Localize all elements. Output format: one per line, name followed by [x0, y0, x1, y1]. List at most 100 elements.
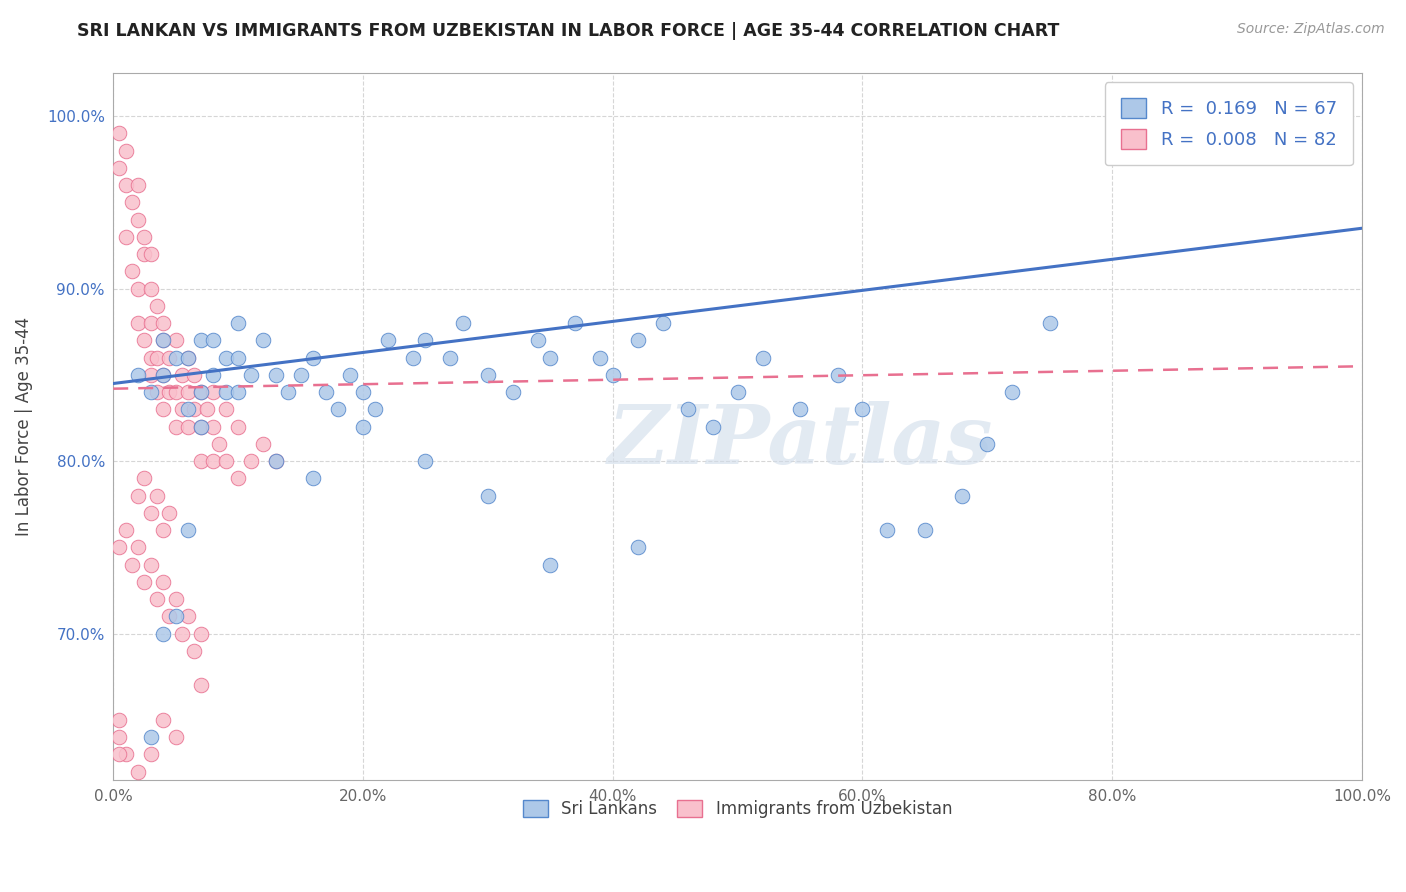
- Point: [165, 419, 187, 434]
- Point: [202, 334, 225, 348]
- Point: [170, 368, 193, 382]
- Point: [114, 747, 136, 762]
- Point: [226, 316, 249, 330]
- Point: [152, 402, 174, 417]
- Point: [226, 385, 249, 400]
- Point: [134, 230, 156, 244]
- Point: [108, 161, 131, 175]
- Point: [152, 368, 174, 382]
- Point: [146, 299, 169, 313]
- Point: [108, 541, 131, 555]
- Point: [477, 489, 499, 503]
- Point: [264, 454, 287, 468]
- Point: [177, 419, 200, 434]
- Point: [226, 351, 249, 365]
- Point: [627, 541, 650, 555]
- Point: [190, 678, 212, 692]
- Point: [202, 419, 225, 434]
- Point: [226, 471, 249, 485]
- Point: [170, 626, 193, 640]
- Point: [789, 402, 811, 417]
- Point: [302, 471, 325, 485]
- Y-axis label: In Labor Force | Age 35-44: In Labor Force | Age 35-44: [15, 317, 32, 536]
- Point: [651, 316, 673, 330]
- Text: Source: ZipAtlas.com: Source: ZipAtlas.com: [1237, 22, 1385, 37]
- Point: [226, 419, 249, 434]
- Point: [751, 351, 773, 365]
- Point: [165, 609, 187, 624]
- Point: [202, 368, 225, 382]
- Point: [202, 454, 225, 468]
- Point: [1039, 316, 1062, 330]
- Point: [851, 402, 873, 417]
- Point: [190, 454, 212, 468]
- Point: [127, 764, 149, 779]
- Point: [214, 351, 236, 365]
- Point: [146, 385, 169, 400]
- Point: [139, 368, 162, 382]
- Point: [152, 523, 174, 537]
- Point: [152, 368, 174, 382]
- Point: [157, 506, 180, 520]
- Point: [152, 713, 174, 727]
- Point: [177, 609, 200, 624]
- Point: [170, 402, 193, 417]
- Point: [121, 558, 143, 572]
- Point: [134, 247, 156, 261]
- Point: [190, 385, 212, 400]
- Point: [165, 385, 187, 400]
- Text: ZIPatlas: ZIPatlas: [607, 401, 993, 481]
- Point: [108, 713, 131, 727]
- Point: [127, 282, 149, 296]
- Point: [727, 385, 749, 400]
- Point: [264, 454, 287, 468]
- Point: [627, 334, 650, 348]
- Point: [177, 351, 200, 365]
- Legend: Sri Lankans, Immigrants from Uzbekistan: Sri Lankans, Immigrants from Uzbekistan: [516, 794, 959, 825]
- Point: [127, 316, 149, 330]
- Point: [183, 368, 205, 382]
- Point: [277, 385, 299, 400]
- Point: [876, 523, 898, 537]
- Point: [239, 454, 262, 468]
- Point: [290, 368, 312, 382]
- Point: [264, 368, 287, 382]
- Point: [190, 385, 212, 400]
- Point: [527, 334, 550, 348]
- Point: [589, 351, 612, 365]
- Point: [139, 247, 162, 261]
- Point: [152, 334, 174, 348]
- Point: [538, 351, 561, 365]
- Point: [502, 385, 524, 400]
- Point: [326, 402, 349, 417]
- Point: [139, 385, 162, 400]
- Point: [914, 523, 936, 537]
- Point: [976, 437, 998, 451]
- Point: [177, 385, 200, 400]
- Point: [177, 351, 200, 365]
- Point: [190, 626, 212, 640]
- Point: [165, 730, 187, 744]
- Point: [477, 368, 499, 382]
- Point: [195, 402, 218, 417]
- Point: [157, 609, 180, 624]
- Point: [364, 402, 387, 417]
- Point: [415, 454, 437, 468]
- Point: [177, 402, 200, 417]
- Point: [146, 351, 169, 365]
- Point: [190, 419, 212, 434]
- Point: [302, 351, 325, 365]
- Point: [121, 264, 143, 278]
- Point: [134, 574, 156, 589]
- Point: [352, 419, 374, 434]
- Point: [152, 316, 174, 330]
- Point: [114, 230, 136, 244]
- Point: [183, 402, 205, 417]
- Point: [152, 334, 174, 348]
- Point: [127, 368, 149, 382]
- Point: [134, 334, 156, 348]
- Point: [139, 730, 162, 744]
- Point: [439, 351, 461, 365]
- Point: [252, 437, 274, 451]
- Point: [108, 127, 131, 141]
